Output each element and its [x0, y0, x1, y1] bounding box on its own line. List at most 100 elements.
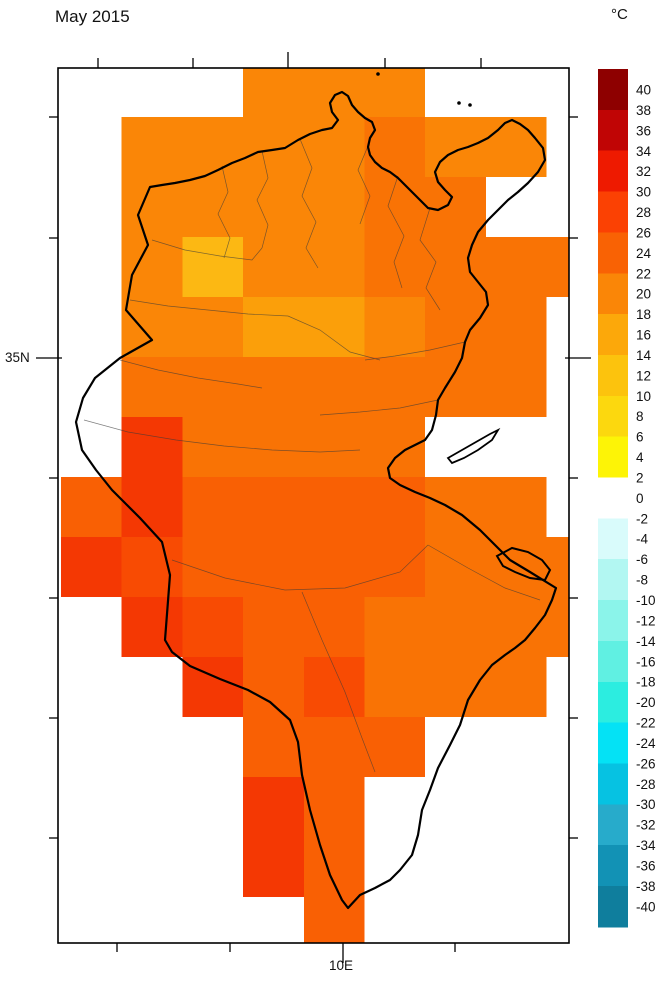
- map-cell: [364, 717, 426, 777]
- map-cell: [425, 237, 486, 297]
- colorbar-label: 20: [636, 287, 651, 302]
- map-cell: [303, 537, 365, 597]
- map-cell: [485, 357, 547, 417]
- map-cell: [182, 297, 244, 357]
- map-cell: [303, 177, 365, 237]
- colorbar-label: -30: [636, 797, 656, 812]
- map-cell: [243, 357, 304, 417]
- map-cell: [243, 537, 304, 597]
- colorbar-label: -18: [636, 675, 656, 690]
- page-title: May 2015: [55, 7, 130, 26]
- colorbar-block: [598, 477, 628, 519]
- map-cell: [243, 477, 304, 537]
- map-cell: [121, 117, 183, 177]
- map-cell: [364, 597, 426, 657]
- colorbar-block: [598, 518, 628, 560]
- colorbar-block: [598, 640, 628, 683]
- map-cell: [182, 357, 244, 417]
- colorbar-block: [598, 436, 628, 478]
- map-cell: [425, 537, 486, 597]
- colorbar-label: -22: [636, 716, 656, 731]
- colorbar-label: 36: [636, 123, 651, 138]
- y-axis-tick-label: 35N: [5, 350, 30, 365]
- colorbar-label: 30: [636, 185, 651, 200]
- map-cell: [364, 417, 426, 477]
- map-cell: [303, 477, 365, 537]
- colorbar-label: 4: [636, 450, 644, 465]
- map-cell: [485, 477, 547, 537]
- map-cell: [425, 117, 486, 177]
- colorbar-block: [598, 600, 628, 642]
- colorbar-label: -36: [636, 858, 656, 873]
- map-cell: [243, 68, 304, 117]
- heatmap-cells: [61, 68, 569, 943]
- colorbar-label: 14: [636, 348, 652, 363]
- colorbar-label: 28: [636, 205, 651, 220]
- colorbar-block: [598, 722, 628, 764]
- colorbar-label: 38: [636, 103, 651, 118]
- colorbar-label: -6: [636, 552, 648, 567]
- map-cell: [182, 477, 244, 537]
- map-cell: [364, 657, 426, 717]
- colorbar-block: [598, 109, 628, 152]
- colorbar-label: -8: [636, 573, 648, 588]
- map-cell: [121, 597, 183, 657]
- map-cell: [485, 237, 547, 297]
- map-cell: [243, 837, 304, 897]
- admin-borders: [83, 138, 541, 773]
- colorbar-label: -10: [636, 593, 656, 608]
- kerkennah-islands-outline: [446, 427, 501, 465]
- map-cell: [243, 237, 304, 297]
- colorbar-label: 0: [636, 491, 644, 506]
- map-cell: [303, 717, 365, 777]
- map-cell: [364, 297, 426, 357]
- map-cell: [182, 537, 244, 597]
- colorbar-label: 16: [636, 328, 651, 343]
- map-cell: [485, 657, 547, 717]
- map-cell: [425, 597, 486, 657]
- colorbar-block: [598, 886, 628, 928]
- map-cell: [303, 657, 365, 717]
- colorbar-label: 26: [636, 225, 651, 240]
- map-cell: [546, 597, 569, 657]
- colorbar-label: -16: [636, 654, 656, 669]
- map-cell: [303, 117, 365, 177]
- map-cell: [182, 117, 244, 177]
- colorbar-label: 2: [636, 470, 644, 485]
- colorbar-label: 32: [636, 164, 651, 179]
- map-cell: [243, 657, 304, 717]
- map-cell: [61, 537, 122, 597]
- islet-dot: [468, 103, 472, 107]
- map-cell: [121, 237, 183, 297]
- colorbar-label: 18: [636, 307, 651, 322]
- map-cell: [61, 477, 122, 537]
- map-cell: [364, 68, 426, 117]
- map-cell: [364, 477, 426, 537]
- colorbar-label: 10: [636, 389, 651, 404]
- colorbar-block: [598, 314, 628, 356]
- colorbar-label: -20: [636, 695, 656, 710]
- islet-dot: [457, 101, 461, 105]
- map-cell: [121, 477, 183, 537]
- map-cell: [303, 897, 365, 943]
- colorbar-label: 8: [636, 409, 644, 424]
- colorbar-block: [598, 395, 628, 438]
- map-cell: [243, 777, 304, 837]
- colorbar-label: -24: [636, 736, 656, 751]
- colorbar-label: -40: [636, 899, 656, 914]
- map-cell: [303, 777, 365, 837]
- colorbar-block: [598, 763, 628, 805]
- map-cell: [182, 237, 244, 297]
- colorbar: [598, 69, 628, 928]
- map-cell: [121, 357, 183, 417]
- colorbar-block: [598, 804, 628, 846]
- map-cell: [182, 597, 244, 657]
- map-cell: [121, 297, 183, 357]
- colorbar-label: 22: [636, 266, 651, 281]
- colorbar-label: -32: [636, 818, 656, 833]
- map-cell: [425, 177, 486, 237]
- map-cell: [364, 237, 426, 297]
- map-cell: [546, 537, 569, 597]
- colorbar-label: -12: [636, 613, 656, 628]
